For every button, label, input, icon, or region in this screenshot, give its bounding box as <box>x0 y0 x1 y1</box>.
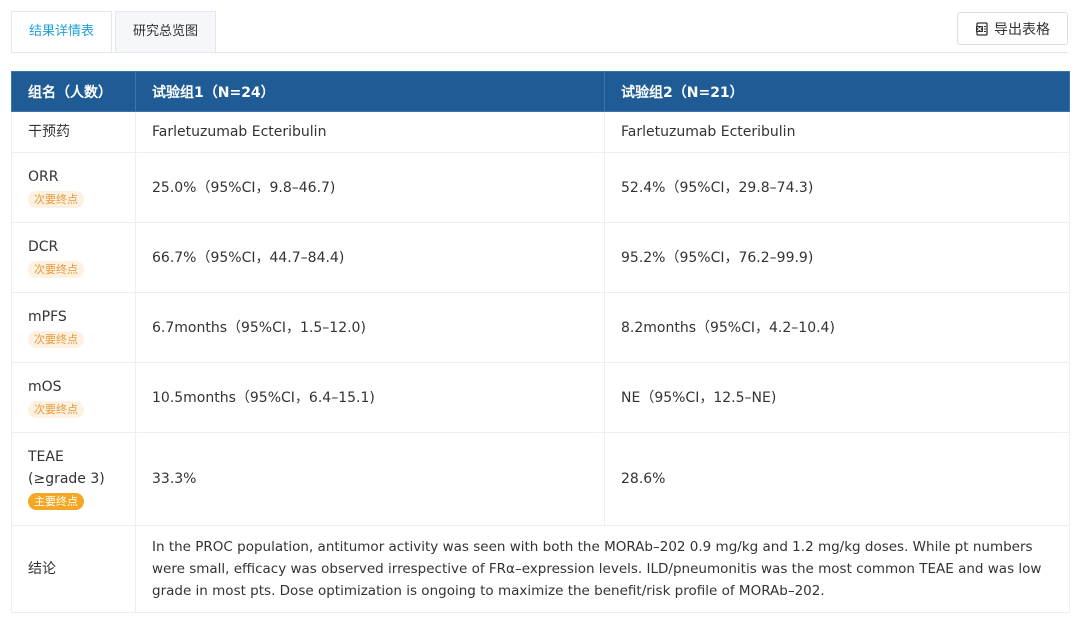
row-label: DCR 次要终点 <box>11 222 136 293</box>
table-header-row: 组名（人数） 试验组1（N=24） 试验组2（N=21） <box>11 71 1070 112</box>
table-row-teae: TEAE (≥grade 3) 主要终点 33.3% 28.6% <box>11 432 1070 526</box>
conclusion-text: In the PROC population, antitumor activi… <box>135 525 1070 613</box>
table-row-intervention: 干预药 Farletuzumab Ecteribulin Farletuzuma… <box>11 111 1070 153</box>
row-label-text: DCR <box>28 238 59 255</box>
row-label: mOS 次要终点 <box>11 362 136 433</box>
row-label-text: ORR <box>28 168 59 185</box>
secondary-endpoint-badge: 次要终点 <box>28 260 84 278</box>
header-arm-2: 试验组2（N=21） <box>604 71 1070 112</box>
table-cell: Farletuzumab Ecteribulin <box>604 111 1070 153</box>
results-table: 组名（人数） 试验组1（N=24） 试验组2（N=21） 干预药 Farletu… <box>11 71 1070 613</box>
row-label-text: 干预药 <box>28 124 70 140</box>
table-cell: NE（95%CI，12.5–NE) <box>604 362 1070 433</box>
result-tabs: 结果详情表 研究总览图 <box>11 11 217 53</box>
table-cell: 10.5months（95%CI，6.4–15.1) <box>135 362 605 433</box>
export-button-label: 导出表格 <box>994 21 1050 38</box>
row-label: 结论 <box>11 525 136 613</box>
secondary-endpoint-badge: 次要终点 <box>28 190 84 208</box>
tabs-divider <box>11 52 1068 53</box>
table-cell: Farletuzumab Ecteribulin <box>135 111 605 153</box>
row-label-text: mPFS <box>28 308 67 325</box>
row-label: TEAE (≥grade 3) 主要终点 <box>11 432 136 526</box>
table-row-mpfs: mPFS 次要终点 6.7months（95%CI，1.5–12.0) 8.2m… <box>11 292 1070 363</box>
table-cell: 8.2months（95%CI，4.2–10.4) <box>604 292 1070 363</box>
header-group-name: 组名（人数） <box>11 71 136 112</box>
table-row-dcr: DCR 次要终点 66.7%（95%CI，44.7–84.4) 95.2%（95… <box>11 222 1070 293</box>
table-cell: 95.2%（95%CI，76.2–99.9) <box>604 222 1070 293</box>
secondary-endpoint-badge: 次要终点 <box>28 400 84 418</box>
tab-result-details[interactable]: 结果详情表 <box>11 11 113 53</box>
table-cell: 28.6% <box>604 432 1070 526</box>
secondary-endpoint-badge: 次要终点 <box>28 330 84 348</box>
export-table-button[interactable]: 导出表格 <box>957 12 1068 45</box>
row-label: ORR 次要终点 <box>11 152 136 223</box>
table-cell: 66.7%（95%CI，44.7–84.4) <box>135 222 605 293</box>
row-label-text: mOS <box>28 378 62 395</box>
row-label-text: TEAE (≥grade 3) <box>28 449 105 487</box>
table-cell: 25.0%（95%CI，9.8–46.7) <box>135 152 605 223</box>
tab-study-overview[interactable]: 研究总览图 <box>115 11 217 53</box>
row-label: 干预药 <box>11 111 136 153</box>
row-label: mPFS 次要终点 <box>11 292 136 363</box>
excel-export-icon <box>976 21 988 36</box>
table-cell: 6.7months（95%CI，1.5–12.0) <box>135 292 605 363</box>
table-cell: 33.3% <box>135 432 605 526</box>
header-arm-1: 试验组1（N=24） <box>135 71 605 112</box>
table-row-orr: ORR 次要终点 25.0%（95%CI，9.8–46.7) 52.4%（95%… <box>11 152 1070 223</box>
table-row-conclusion: 结论 In the PROC population, antitumor act… <box>11 525 1070 613</box>
primary-endpoint-badge: 主要终点 <box>28 493 84 510</box>
table-cell: 52.4%（95%CI，29.8–74.3) <box>604 152 1070 223</box>
table-row-mos: mOS 次要终点 10.5months（95%CI，6.4–15.1) NE（9… <box>11 362 1070 433</box>
